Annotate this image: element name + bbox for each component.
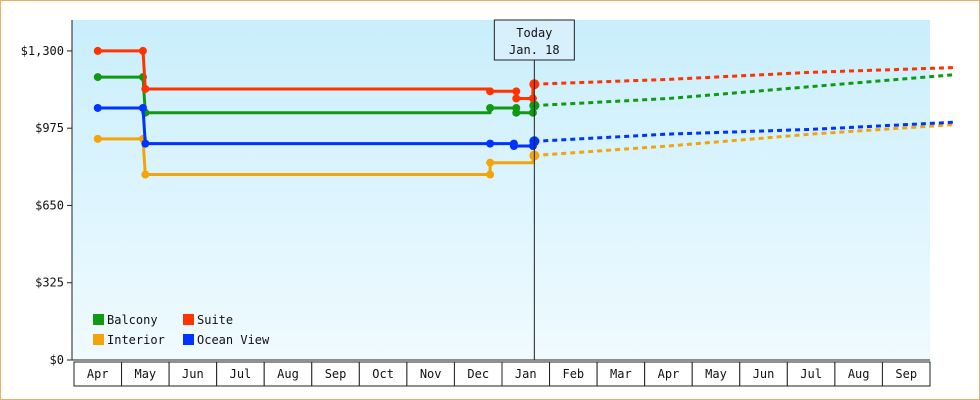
data-point[interactable] <box>486 139 495 148</box>
x-tick-label: Jul <box>230 367 252 381</box>
x-tick-cell <box>739 361 788 387</box>
x-tick-label: Jul <box>800 367 822 381</box>
data-point[interactable] <box>512 108 521 117</box>
y-tick-label: $975 <box>35 121 64 135</box>
legend-label: Interior <box>107 333 165 347</box>
legend: Balcony Suite Interior Ocean View <box>93 313 270 347</box>
data-point[interactable] <box>141 139 150 148</box>
x-tick-label: Jan <box>515 367 537 381</box>
x-tick-cell <box>406 361 455 387</box>
data-point[interactable] <box>509 142 518 151</box>
legend-swatch <box>93 314 104 325</box>
data-point[interactable] <box>93 46 102 55</box>
y-tick-label: $1,300 <box>21 44 64 58</box>
data-point[interactable] <box>141 170 150 179</box>
x-tick-label: Aug <box>277 367 299 381</box>
x-tick-label: Nov <box>420 367 442 381</box>
x-tick-label: Mar <box>610 367 632 381</box>
data-point[interactable] <box>93 103 102 112</box>
legend-label: Balcony <box>107 313 158 327</box>
today-label: Today <box>516 26 552 40</box>
x-tick-cell <box>263 361 313 387</box>
data-point[interactable] <box>486 103 495 112</box>
today-date: Jan. 18 <box>509 43 560 57</box>
legend-item[interactable]: Balcony <box>93 313 158 327</box>
legend-item[interactable]: Suite <box>183 313 233 327</box>
today-marker: Today Jan. 18 <box>493 19 575 360</box>
x-tick-cell <box>786 361 836 387</box>
series-suite <box>93 46 954 103</box>
x-tick-label: May <box>705 367 727 381</box>
x-tick-cell <box>121 361 170 387</box>
data-point[interactable] <box>141 84 150 93</box>
series-forecast-line <box>534 73 954 108</box>
series-forecast-line <box>534 120 954 143</box>
legend-swatch <box>183 334 194 345</box>
series-ocean-view <box>93 103 954 151</box>
x-tick-label: Feb <box>562 367 584 381</box>
x-tick-cell <box>549 361 598 387</box>
series-forecast-line <box>534 66 954 86</box>
x-tick-cell <box>881 361 931 387</box>
y-tick-label: $650 <box>35 198 64 212</box>
x-tick-label: Oct <box>372 367 394 381</box>
data-point[interactable] <box>486 158 495 167</box>
x-tick-label: Jun <box>182 367 204 381</box>
x-tick-label: Dec <box>467 367 489 381</box>
legend-item[interactable]: Interior <box>93 333 165 347</box>
x-tick-cell <box>216 361 265 387</box>
axes: $0 $325 $650 $975 $1,300 Apr May Jun Jul Aug Sep Oc… <box>21 20 931 387</box>
x-tick-cell <box>691 361 741 387</box>
legend-swatch <box>183 314 194 325</box>
legend-label: Suite <box>197 313 233 327</box>
data-point[interactable] <box>93 134 102 143</box>
data-point[interactable] <box>138 103 147 112</box>
y-tick-label: $0 <box>50 353 64 367</box>
legend-label: Ocean View <box>197 333 270 347</box>
data-point[interactable] <box>138 46 147 55</box>
x-tick-label: Apr <box>87 367 109 381</box>
x-tick-cell <box>311 361 360 387</box>
series-layer <box>93 46 954 179</box>
series-forecast-line <box>534 123 954 157</box>
x-tick-label: Apr <box>658 367 680 381</box>
x-tick-label: Sep <box>895 367 917 381</box>
x-tick-label: Aug <box>848 367 870 381</box>
legend-swatch <box>93 334 104 345</box>
data-point[interactable] <box>528 108 537 117</box>
plot-background <box>72 20 930 360</box>
x-tick-cell <box>358 361 408 387</box>
x-tick-cell <box>596 361 646 387</box>
legend-item[interactable]: Ocean View <box>183 333 270 347</box>
today-box <box>493 19 575 61</box>
data-point[interactable] <box>512 87 521 96</box>
y-tick-label: $325 <box>35 276 64 290</box>
x-tick-label: Sep <box>325 367 347 381</box>
x-tick-label: Jun <box>753 367 775 381</box>
x-tick-label: May <box>134 367 156 381</box>
data-point[interactable] <box>93 73 102 82</box>
data-point[interactable] <box>528 94 537 103</box>
data-point[interactable] <box>512 94 521 103</box>
x-tick-cell <box>644 361 693 387</box>
data-point[interactable] <box>486 87 495 96</box>
x-tick-cell <box>168 361 218 387</box>
data-point[interactable] <box>486 170 495 179</box>
